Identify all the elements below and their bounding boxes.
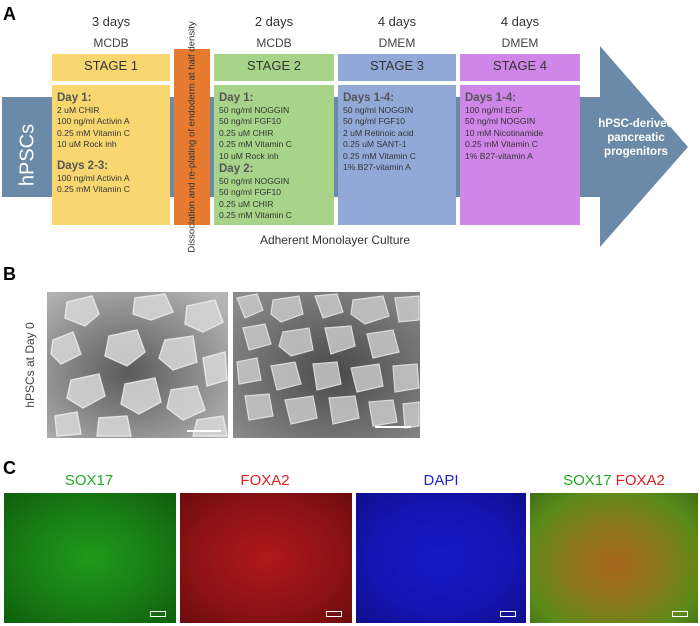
hpscs-start-label: hPSCs	[16, 123, 39, 187]
stage1-body: Day 1: 2 uM CHIR 100 ng/ml Activin A 0.2…	[52, 85, 170, 225]
dissociation-box: Dissociation and re-plating of endoderm …	[174, 21, 210, 253]
stage4-medium: DMEM	[501, 36, 539, 50]
end-product-label: hPSC-derived pancreatic progenitors	[598, 118, 674, 158]
micrograph-1	[47, 292, 228, 438]
stage2-day1-heading: Day 1:	[219, 92, 254, 104]
scale-bar-c3	[500, 611, 516, 617]
merge-sox17-label: SOX17	[563, 472, 612, 489]
stage2-body: Day 1: 50 ng/ml NOGGIN 50 ng/ml FGF10 0.…	[214, 85, 334, 225]
scale-bar-c2	[326, 611, 342, 617]
scale-bar-1	[187, 430, 221, 432]
stage1-medium: MCDB	[93, 36, 129, 50]
scale-bar-c1	[150, 611, 166, 617]
foxa2-image	[180, 493, 352, 623]
stage2-header: STAGE 2	[214, 54, 334, 81]
stage2-medium: MCDB	[256, 36, 292, 50]
foxa2-label: FOXA2	[240, 472, 290, 489]
stage4-body: Days 1-4: 100 ng/ml EGF 50 ng/ml NOGGIN …	[460, 85, 580, 225]
stage3-medium: DMEM	[378, 36, 416, 50]
stage1-day23-heading: Days 2-3:	[57, 159, 109, 172]
stage2-day2-heading: Day 2:	[219, 163, 254, 176]
stage3-header: STAGE 3	[338, 54, 456, 81]
stage1-duration: 3 days	[91, 14, 131, 29]
merge-foxa2-label: FOXA2	[615, 472, 665, 489]
merge-image	[530, 493, 698, 623]
dapi-image	[356, 493, 526, 623]
sox17-image	[4, 493, 176, 623]
stage4-header: STAGE 4	[460, 54, 580, 81]
dapi-label: DAPI	[423, 472, 459, 489]
stage1-day1-heading: Day 1:	[57, 92, 92, 104]
stage3-duration: 4 days	[377, 14, 417, 29]
culture-caption: Adherent Monolayer Culture	[259, 233, 411, 247]
panel-b-ylabel: hPSCs at Day 0	[23, 322, 37, 408]
micrograph-2	[233, 292, 420, 438]
stage4-duration: 4 days	[500, 14, 540, 29]
scale-bar-2	[375, 426, 411, 428]
panel-a-label: A	[3, 4, 16, 24]
panel-c-label: C	[3, 458, 16, 478]
stage2-duration: 2 days	[254, 14, 294, 29]
panel-b-label: B	[3, 264, 16, 284]
sox17-label: SOX17	[64, 472, 114, 489]
stage1-header: STAGE 1	[52, 54, 170, 81]
stage4-days-heading: Days 1-4:	[465, 92, 517, 104]
scale-bar-c4	[672, 611, 688, 617]
stage3-body: Days 1-4: 50 ng/ml NOGGIN 50 ng/ml FGF10…	[338, 85, 456, 225]
merge-label: SOX17 FOXA2	[530, 472, 698, 489]
stage3-days-heading: Days 1-4:	[343, 92, 395, 104]
